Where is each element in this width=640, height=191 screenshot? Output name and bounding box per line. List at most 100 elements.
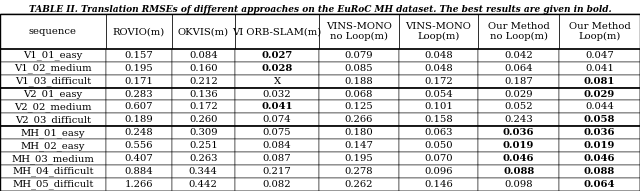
- Text: MH_03_medium: MH_03_medium: [12, 154, 95, 163]
- Text: 0.212: 0.212: [189, 77, 218, 86]
- Bar: [235, 62, 319, 75]
- Bar: [172, 75, 235, 87]
- Text: VI ORB-SLAM(m): VI ORB-SLAM(m): [232, 27, 322, 36]
- Text: 0.160: 0.160: [189, 64, 218, 73]
- Bar: [399, 62, 478, 75]
- Text: 0.036: 0.036: [584, 128, 615, 137]
- Text: ROVIO(m): ROVIO(m): [113, 27, 165, 36]
- Text: VINS-MONO
no Loop(m): VINS-MONO no Loop(m): [326, 22, 392, 41]
- Text: 0.309: 0.309: [189, 128, 218, 137]
- Text: 0.195: 0.195: [345, 154, 373, 163]
- Text: 0.172: 0.172: [424, 77, 453, 86]
- Text: 0.188: 0.188: [345, 77, 373, 86]
- Bar: [0, 113, 106, 126]
- Bar: [0, 139, 106, 152]
- Bar: [235, 75, 319, 87]
- Text: 0.171: 0.171: [124, 77, 154, 86]
- Text: 0.082: 0.082: [263, 180, 291, 189]
- Bar: [235, 139, 319, 152]
- Text: V1_03_difficult: V1_03_difficult: [15, 76, 91, 86]
- Text: V1_02_medium: V1_02_medium: [14, 63, 92, 73]
- Bar: [399, 139, 478, 152]
- Bar: [399, 113, 478, 126]
- Text: 0.081: 0.081: [584, 77, 615, 86]
- Bar: [559, 113, 640, 126]
- Text: 0.058: 0.058: [584, 115, 615, 124]
- Text: 0.064: 0.064: [584, 180, 615, 189]
- Text: V1_01_easy: V1_01_easy: [23, 50, 83, 60]
- Text: 0.189: 0.189: [125, 115, 153, 124]
- Bar: [172, 178, 235, 191]
- Text: 0.041: 0.041: [585, 64, 614, 73]
- Text: 0.884: 0.884: [125, 167, 153, 176]
- Bar: [106, 49, 172, 62]
- Bar: [235, 126, 319, 139]
- Text: 0.556: 0.556: [125, 141, 153, 150]
- Text: 0.050: 0.050: [424, 141, 452, 150]
- Text: 0.046: 0.046: [584, 154, 615, 163]
- Bar: [559, 126, 640, 139]
- Text: 0.096: 0.096: [424, 167, 452, 176]
- Bar: [106, 152, 172, 165]
- Bar: [172, 62, 235, 75]
- Text: 0.088: 0.088: [503, 167, 534, 176]
- Text: 0.251: 0.251: [189, 141, 218, 150]
- Text: 0.158: 0.158: [424, 115, 453, 124]
- Bar: [0, 152, 106, 165]
- Bar: [559, 75, 640, 87]
- Text: X: X: [273, 77, 280, 86]
- Bar: [399, 87, 478, 100]
- Text: 0.262: 0.262: [345, 180, 373, 189]
- Text: MH_02_easy: MH_02_easy: [20, 141, 85, 151]
- Text: 0.019: 0.019: [503, 141, 534, 150]
- Text: 0.344: 0.344: [189, 167, 218, 176]
- Text: 0.278: 0.278: [345, 167, 373, 176]
- Bar: [235, 165, 319, 178]
- Text: MH_01_easy: MH_01_easy: [20, 128, 85, 138]
- Bar: [106, 75, 172, 87]
- Text: 0.260: 0.260: [189, 115, 218, 124]
- Bar: [0, 75, 106, 87]
- Text: 0.019: 0.019: [584, 141, 615, 150]
- Bar: [478, 100, 559, 113]
- Text: 0.048: 0.048: [424, 64, 453, 73]
- Bar: [319, 75, 399, 87]
- Bar: [0, 100, 106, 113]
- Bar: [559, 100, 640, 113]
- Text: 0.052: 0.052: [504, 102, 533, 112]
- Bar: [478, 139, 559, 152]
- Text: 0.283: 0.283: [125, 90, 153, 99]
- Bar: [106, 100, 172, 113]
- Bar: [399, 100, 478, 113]
- Text: 0.147: 0.147: [344, 141, 374, 150]
- Bar: [319, 49, 399, 62]
- Text: 0.243: 0.243: [504, 115, 533, 124]
- Text: MH_05_difficult: MH_05_difficult: [12, 180, 93, 189]
- Text: 0.036: 0.036: [503, 128, 534, 137]
- Text: sequence: sequence: [29, 27, 77, 36]
- Bar: [172, 14, 235, 49]
- Bar: [478, 75, 559, 87]
- Bar: [0, 87, 106, 100]
- Text: 0.180: 0.180: [345, 128, 373, 137]
- Text: 0.029: 0.029: [504, 90, 533, 99]
- Bar: [319, 126, 399, 139]
- Bar: [319, 113, 399, 126]
- Bar: [0, 178, 106, 191]
- Bar: [106, 62, 172, 75]
- Bar: [0, 165, 106, 178]
- Bar: [478, 178, 559, 191]
- Bar: [235, 100, 319, 113]
- Bar: [478, 49, 559, 62]
- Text: 0.029: 0.029: [584, 90, 615, 99]
- Text: 0.088: 0.088: [584, 167, 615, 176]
- Text: 0.074: 0.074: [262, 115, 291, 124]
- Text: 0.407: 0.407: [125, 154, 153, 163]
- Text: 0.084: 0.084: [262, 141, 291, 150]
- Bar: [559, 178, 640, 191]
- Bar: [235, 152, 319, 165]
- Bar: [0, 126, 106, 139]
- Bar: [319, 152, 399, 165]
- Text: 0.172: 0.172: [189, 102, 218, 112]
- Bar: [559, 49, 640, 62]
